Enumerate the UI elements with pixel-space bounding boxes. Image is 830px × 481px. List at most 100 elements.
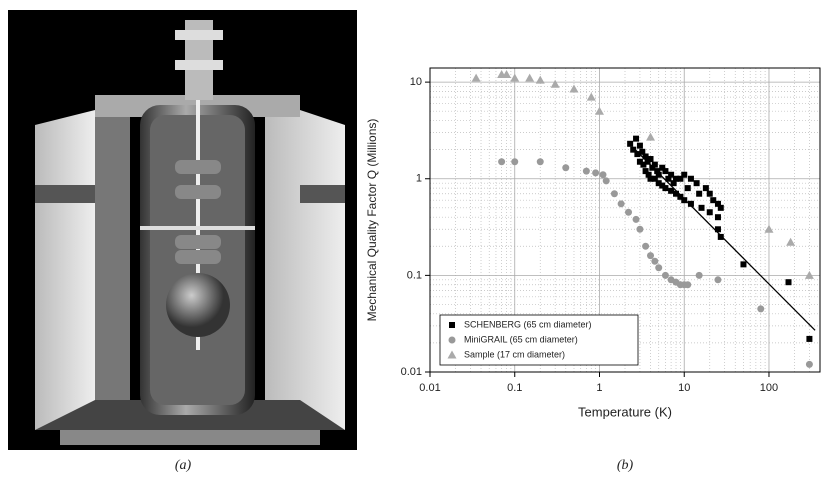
point <box>602 177 610 185</box>
point <box>594 106 604 115</box>
point <box>710 197 717 204</box>
point <box>670 180 677 187</box>
x-tick-label: 0.1 <box>507 382 522 394</box>
point <box>681 197 688 204</box>
point <box>592 169 600 177</box>
point <box>610 190 618 198</box>
point <box>714 276 722 284</box>
series <box>627 135 813 342</box>
point <box>740 261 747 268</box>
point <box>659 164 666 171</box>
point <box>535 75 545 84</box>
point <box>502 69 512 78</box>
point <box>785 279 792 286</box>
point <box>693 180 700 187</box>
point <box>695 271 703 279</box>
y-tick-label: 10 <box>410 76 422 88</box>
y-tick-label: 0.01 <box>401 366 422 378</box>
series <box>498 158 813 368</box>
point <box>714 226 721 233</box>
point <box>654 168 661 175</box>
x-axis-label: Temperature (K) <box>578 404 672 419</box>
point <box>625 208 633 216</box>
point <box>649 164 656 171</box>
point <box>717 233 724 240</box>
point <box>684 185 691 192</box>
point <box>510 73 520 82</box>
point <box>651 257 659 265</box>
point <box>642 168 649 175</box>
point <box>645 171 652 178</box>
point <box>661 271 669 279</box>
x-tick-label: 1 <box>596 382 602 394</box>
point <box>662 185 669 192</box>
point <box>651 161 658 168</box>
point <box>786 237 796 246</box>
point <box>647 175 654 182</box>
point <box>651 175 658 182</box>
x-tick-label: 10 <box>678 382 690 394</box>
point <box>655 171 662 178</box>
point <box>569 84 579 93</box>
point <box>805 360 813 368</box>
point <box>448 336 456 344</box>
point <box>633 135 640 142</box>
point <box>677 175 684 182</box>
point <box>636 225 644 233</box>
point <box>599 171 607 179</box>
legend-box <box>439 314 639 366</box>
point <box>498 158 506 166</box>
point <box>447 350 457 359</box>
point <box>706 190 713 197</box>
point <box>634 151 641 158</box>
point <box>647 252 655 260</box>
plot-frame <box>429 67 821 373</box>
point <box>702 185 709 192</box>
point <box>655 180 662 187</box>
point <box>586 92 596 101</box>
point <box>717 204 724 211</box>
point <box>677 193 684 200</box>
point <box>471 73 481 82</box>
point <box>636 158 643 165</box>
point <box>706 209 713 216</box>
point <box>668 171 675 178</box>
point <box>617 200 625 208</box>
point <box>687 175 694 182</box>
point <box>550 79 560 88</box>
point <box>698 204 705 211</box>
y-axis-label: Mechanical Quality Factor Q (Millions) <box>365 119 379 322</box>
x-tick-label: 0.01 <box>419 382 440 394</box>
y-tick-label: 0.1 <box>407 269 422 281</box>
point <box>640 161 647 168</box>
fit-line <box>632 147 816 331</box>
y-tick-label: 1 <box>416 173 422 185</box>
point <box>642 153 649 160</box>
point <box>681 171 688 178</box>
point <box>662 168 669 175</box>
point <box>582 167 590 175</box>
point <box>632 215 640 223</box>
point <box>642 242 650 250</box>
point <box>668 187 675 194</box>
point <box>673 190 680 197</box>
point <box>714 214 721 221</box>
point <box>647 156 654 163</box>
x-tick-label: 100 <box>760 382 778 394</box>
series <box>471 69 814 279</box>
point <box>804 270 814 279</box>
point <box>659 182 666 189</box>
point <box>673 175 680 182</box>
point <box>757 305 765 313</box>
point <box>696 190 703 197</box>
point <box>646 132 656 141</box>
panel-caption: (a) <box>175 458 192 473</box>
point <box>684 281 692 289</box>
point <box>655 264 663 272</box>
legend-label: MiniGRAIL (65 cm diameter) <box>464 334 578 344</box>
point <box>639 148 646 155</box>
point <box>630 146 637 153</box>
point <box>806 335 813 342</box>
